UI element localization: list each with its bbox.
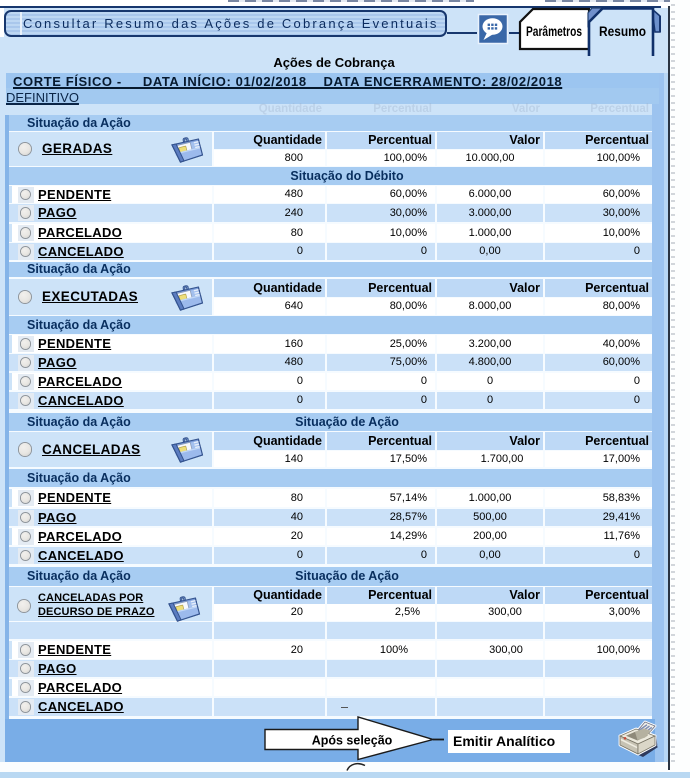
svg-text:Parâmetros: Parâmetros [526,24,582,39]
svg-text:Resumo: Resumo [599,24,646,39]
svg-text:Após seleção: Após seleção [312,734,393,748]
